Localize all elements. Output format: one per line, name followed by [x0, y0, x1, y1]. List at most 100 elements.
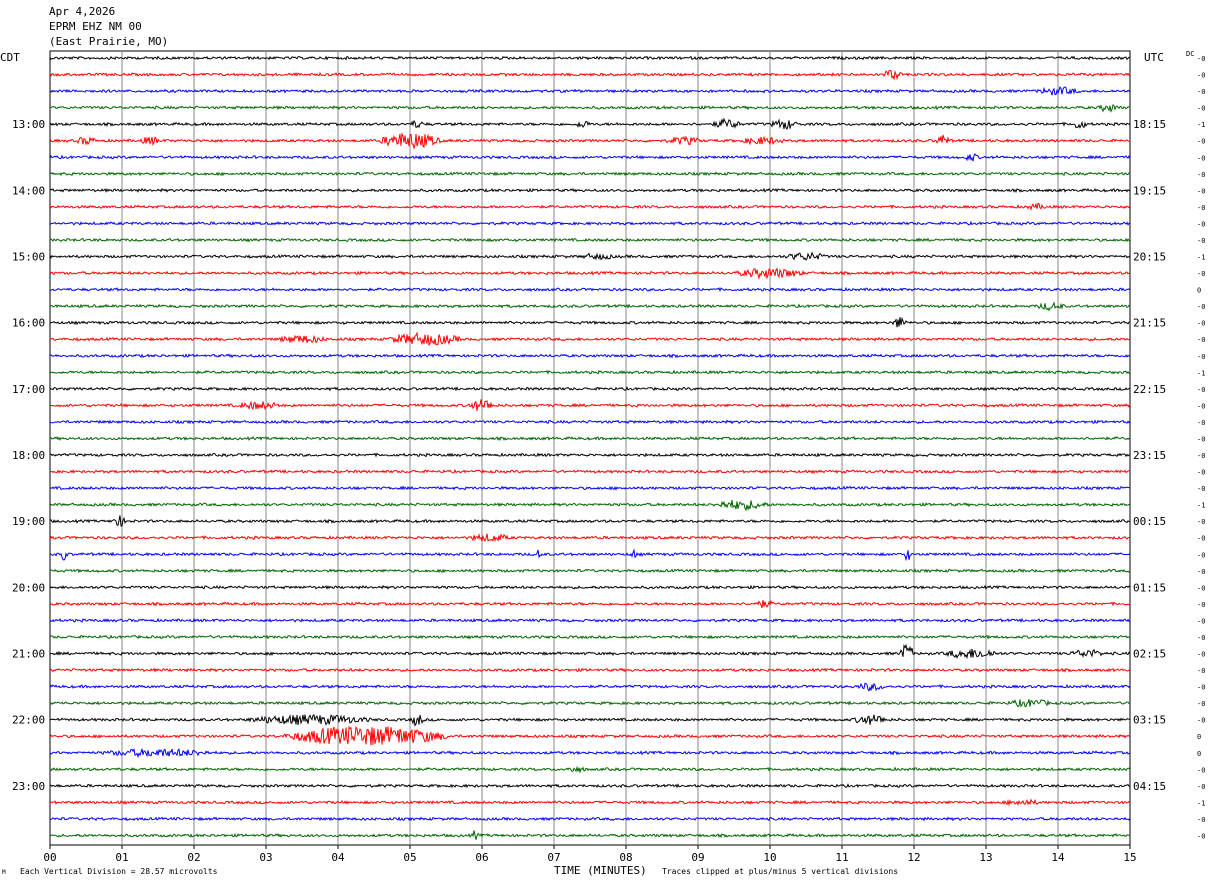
trace-row-21	[49, 399, 1131, 411]
right-time-label: 04:15	[1133, 780, 1166, 793]
dc-offset-44: -0	[1197, 783, 1205, 791]
dc-offset-47: -0	[1197, 832, 1205, 840]
dc-offset-4: -1	[1197, 121, 1205, 129]
x-tick-label: 03	[259, 851, 272, 864]
dc-offset-22: -0	[1197, 419, 1205, 427]
trace-row-35	[50, 634, 1131, 640]
right-time-label: 00:15	[1133, 515, 1166, 528]
trace-row-39	[49, 699, 1131, 708]
trace-row-43	[49, 765, 1131, 774]
trace-row-14	[49, 286, 1131, 293]
trace-row-26	[49, 485, 1131, 491]
trace-row-7	[50, 171, 1131, 177]
dc-offset-24: -0	[1197, 452, 1205, 460]
trace-row-22	[49, 419, 1131, 425]
trace-row-11	[49, 237, 1131, 243]
x-tick-label: 02	[187, 851, 200, 864]
dc-offset-21: -0	[1197, 402, 1205, 410]
dc-offset-41: 0	[1197, 733, 1201, 741]
dc-offset-17: -0	[1197, 336, 1205, 344]
trace-row-17	[50, 331, 1131, 347]
x-tick-label: 00	[43, 851, 56, 864]
trace-row-9	[49, 202, 1131, 211]
plot-date: Apr 4,2026	[49, 5, 116, 18]
dc-offset-11: -0	[1197, 237, 1205, 245]
dc-offset-14: 0	[1197, 287, 1201, 295]
trace-row-24	[50, 452, 1131, 458]
dc-offset-8: -0	[1197, 187, 1205, 195]
dc-offset-27: -1	[1197, 502, 1205, 510]
x-tick-label: 12	[907, 851, 920, 864]
dc-offset-13: -0	[1197, 270, 1205, 278]
trace-row-10	[49, 220, 1131, 227]
x-tick-label: 05	[403, 851, 416, 864]
dc-offset-39: -0	[1197, 700, 1205, 708]
right-time-label: 23:15	[1133, 449, 1166, 462]
trace-row-37	[49, 667, 1131, 673]
dc-offset-7: -0	[1197, 171, 1205, 179]
dc-offset-46: -0	[1197, 816, 1205, 824]
x-tick-label: 10	[763, 851, 776, 864]
right-time-label: 20:15	[1133, 251, 1166, 264]
dc-offset-37: -0	[1197, 667, 1205, 675]
trace-row-27	[49, 500, 1131, 512]
trace-row-19	[49, 369, 1130, 375]
trace-row-25	[49, 468, 1131, 475]
dc-offset-20: -0	[1197, 386, 1205, 394]
dc-offset-29: -0	[1197, 535, 1205, 543]
left-time-label: 13:00	[12, 118, 45, 131]
trace-row-44	[49, 783, 1131, 789]
x-tick-label: 04	[331, 851, 345, 864]
dc-offset-42: 0	[1197, 750, 1201, 758]
dc-offset-31: -0	[1197, 568, 1205, 576]
trace-row-8	[49, 187, 1131, 194]
x-tick-label: 01	[115, 851, 128, 864]
dc-header-label: DC	[1186, 50, 1195, 58]
trace-row-5	[49, 131, 1131, 150]
station-code: EPRM EHZ NM 00	[49, 20, 142, 33]
left-time-label: 16:00	[12, 317, 45, 330]
dc-offset-9: -0	[1197, 204, 1205, 212]
trace-row-33	[49, 599, 1131, 609]
trace-row-20	[49, 386, 1131, 392]
dc-offset-0: -0	[1197, 55, 1205, 63]
dc-offset-5: -0	[1197, 138, 1205, 146]
right-time-label: 18:15	[1133, 118, 1166, 131]
trace-row-32	[49, 584, 1131, 590]
trace-row-13	[49, 267, 1131, 280]
trace-row-15	[49, 301, 1131, 312]
left-time-label: 22:00	[12, 714, 45, 727]
x-tick-label: 07	[547, 851, 560, 864]
station-location: (East Prairie, MO)	[49, 35, 169, 48]
x-tick-label: 14	[1051, 851, 1065, 864]
dc-offset-10: -0	[1197, 220, 1205, 228]
dc-offset-6: -0	[1197, 154, 1205, 162]
trace-row-47	[49, 830, 1131, 840]
trace-row-30	[49, 548, 1131, 562]
trace-row-42	[49, 747, 1131, 759]
trace-row-3	[49, 104, 1131, 113]
plot-frame	[49, 50, 1131, 846]
x-tick-label: 13	[979, 851, 992, 864]
dc-offset-28: -0	[1197, 518, 1205, 526]
right-time-label: 19:15	[1133, 184, 1166, 197]
x-tick-label: 11	[835, 851, 848, 864]
dc-offset-12: -1	[1197, 254, 1205, 262]
clip-note: Traces clipped at plus/minus 5 vertical …	[662, 867, 899, 876]
trace-row-41	[49, 725, 1131, 746]
dc-offset-16: -0	[1197, 320, 1205, 328]
x-tick-label: 08	[619, 851, 632, 864]
left-time-label: 15:00	[12, 251, 45, 264]
dc-offset-30: -0	[1197, 551, 1205, 559]
right-time-label: 21:15	[1133, 317, 1166, 330]
x-tick-label: 15	[1123, 851, 1136, 864]
dc-offset-2: -0	[1197, 88, 1205, 96]
dc-offset-32: -0	[1197, 584, 1205, 592]
dc-offset-15: -0	[1197, 303, 1205, 311]
trace-row-45	[49, 798, 1131, 807]
dc-offset-3: -0	[1197, 105, 1205, 113]
trace-row-40	[49, 714, 1131, 727]
trace-row-36	[49, 643, 1131, 660]
x-tick-label: 06	[475, 851, 488, 864]
